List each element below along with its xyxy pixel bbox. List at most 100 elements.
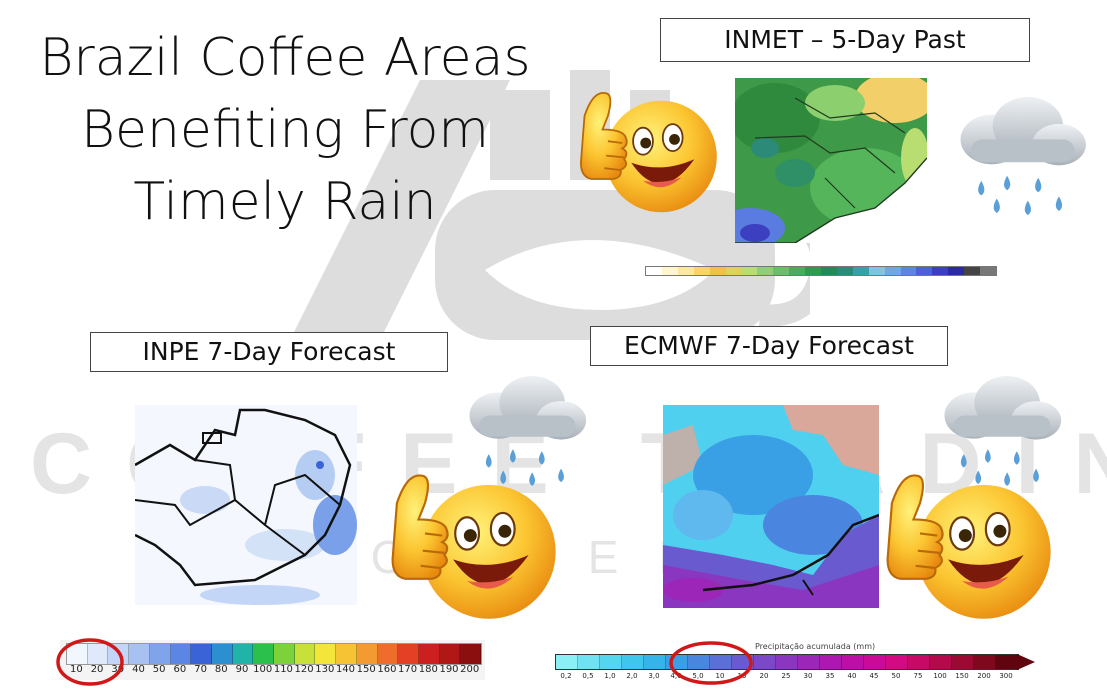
- inpe-colorbar: [66, 643, 482, 665]
- rain-cloud-icon: [930, 365, 1065, 495]
- colorbar-swatch: [754, 655, 776, 669]
- colorbar-swatch: [129, 644, 150, 664]
- colorbar-swatch: [211, 644, 233, 664]
- colorbar-swatch: [398, 644, 419, 664]
- colorbar-tick-label: 50: [891, 672, 901, 680]
- colorbar-swatch: [952, 655, 974, 669]
- colorbar-swatch: [688, 655, 710, 669]
- ecmwf-colorbar-ticks: 0,2 0,5 1,0 2,0 3,0 4,0 5,0 10 15 20 25 30 35 40 45 50 7…: [555, 670, 1017, 682]
- colorbar-swatch: [842, 655, 864, 669]
- colorbar-swatch: [710, 655, 732, 669]
- colorbar-swatch: [232, 644, 254, 664]
- colorbar-tick-label: 40: [847, 672, 857, 680]
- colorbar-tick-label: 50: [152, 664, 166, 675]
- colorbar-swatch: [789, 267, 806, 275]
- inpe-label: INPE 7-Day Forecast: [90, 332, 448, 372]
- colorbar-tick-label: 190: [439, 664, 459, 675]
- colorbar-swatch: [439, 644, 461, 664]
- colorbar-swatch: [741, 267, 758, 275]
- colorbar-tick-label: 4,0: [670, 672, 682, 680]
- colorbar-tick-label: 0,2: [560, 672, 572, 680]
- colorbar-tick-label: 30: [803, 672, 813, 680]
- colorbar-swatch: [294, 644, 316, 664]
- colorbar-tick-label: 100: [253, 664, 273, 675]
- colorbar-tick-label: 20: [759, 672, 769, 680]
- colorbar-tick-label: 300: [999, 672, 1013, 680]
- colorbar-swatch: [773, 267, 790, 275]
- colorbar-tick-label: 0,5: [582, 672, 594, 680]
- colorbar-tick-label: 25: [781, 672, 791, 680]
- rain-cloud-icon: [945, 80, 1090, 230]
- colorbar-swatch: [725, 267, 742, 275]
- colorbar-tick-label: 180: [418, 664, 438, 675]
- title-line-2: Benefiting From: [80, 100, 490, 160]
- colorbar-swatch: [644, 655, 666, 669]
- colorbar-swatch: [868, 267, 885, 275]
- inmet-map: [735, 78, 927, 243]
- colorbar-swatch: [600, 655, 622, 669]
- colorbar-swatch: [646, 267, 662, 275]
- colorbar-swatch: [798, 655, 820, 669]
- inmet-colorbar-ticks: [645, 276, 995, 284]
- colorbar-swatch: [980, 267, 996, 275]
- colorbar-tick-label: 80: [214, 664, 228, 675]
- colorbar-swatch: [67, 644, 88, 664]
- ecmwf-highlight-circle: [669, 641, 753, 685]
- inpe-colorbar-panel: 10 20 30 40 50 60 70 80 90 100 110 120 130 140 150 160 1…: [60, 640, 485, 680]
- colorbar-swatch: [916, 267, 933, 275]
- title-line-3: Timely Rain: [133, 172, 437, 232]
- colorbar-tick-label: 200: [460, 664, 480, 675]
- colorbar-swatch: [930, 655, 952, 669]
- colorbar-tick-label: 10: [69, 664, 83, 675]
- colorbar-tick-label: 120: [294, 664, 314, 675]
- thumbs-up-emoji-icon: [575, 80, 720, 215]
- colorbar-tick-label: 20: [90, 664, 104, 675]
- rain-cloud-icon: [455, 365, 590, 495]
- colorbar-tick-label: 150: [955, 672, 969, 680]
- colorbar-swatch: [886, 655, 908, 669]
- inpe-colorbar-ticks: 10 20 30 40 50 60 70 80 90 100 110 120 130 140 150 160 1…: [66, 662, 480, 678]
- colorbar-swatch: [87, 644, 109, 664]
- ecmwf-map: [663, 405, 879, 608]
- inmet-label: INMET – 5-Day Past: [660, 18, 1030, 62]
- colorbar-tick-label: 140: [335, 664, 356, 675]
- colorbar-tick-label: 30: [111, 664, 125, 675]
- inpe-highlight-circle: [56, 638, 124, 686]
- ecmwf-colorbar-arrow: [1017, 654, 1035, 670]
- colorbar-tick-label: 40: [132, 664, 145, 675]
- colorbar-swatch: [820, 655, 842, 669]
- colorbar-swatch: [336, 644, 357, 664]
- ecmwf-colorbar-panel: Precipitação acumulada (mm) 0,2 0,5 1,0 2,0…: [555, 640, 1035, 685]
- colorbar-swatch: [836, 267, 853, 275]
- colorbar-swatch: [578, 655, 600, 669]
- colorbar-tick-label: 45: [869, 672, 879, 680]
- colorbar-swatch: [974, 655, 996, 669]
- colorbar-swatch: [274, 644, 295, 664]
- colorbar-swatch: [418, 644, 440, 664]
- colorbar-swatch: [948, 267, 965, 275]
- colorbar-tick-label: 1,0: [604, 672, 616, 680]
- colorbar-tick-label: 130: [315, 664, 335, 675]
- inpe-map: [135, 405, 357, 605]
- colorbar-tick-label: 70: [194, 664, 207, 675]
- colorbar-swatch: [693, 267, 710, 275]
- colorbar-swatch: [460, 644, 482, 664]
- colorbar-swatch: [996, 655, 1018, 669]
- colorbar-swatch: [852, 267, 869, 275]
- colorbar-tick-label: 60: [173, 664, 187, 675]
- colorbar-swatch: [661, 267, 678, 275]
- colorbar-swatch: [884, 267, 901, 275]
- colorbar-swatch: [356, 644, 378, 664]
- colorbar-tick-label: 150: [356, 664, 376, 675]
- colorbar-swatch: [622, 655, 644, 669]
- colorbar-swatch: [932, 267, 949, 275]
- colorbar-swatch: [170, 644, 192, 664]
- ecmwf-label: ECMWF 7-Day Forecast: [590, 326, 948, 366]
- colorbar-swatch: [964, 267, 981, 275]
- colorbar-tick-label: 170: [398, 664, 418, 675]
- colorbar-tick-label: 160: [377, 664, 397, 675]
- colorbar-tick-label: 100: [933, 672, 947, 680]
- colorbar-tick-label: 110: [273, 664, 293, 675]
- colorbar-swatch: [315, 644, 337, 664]
- watermark-cup-logo: [280, 70, 810, 360]
